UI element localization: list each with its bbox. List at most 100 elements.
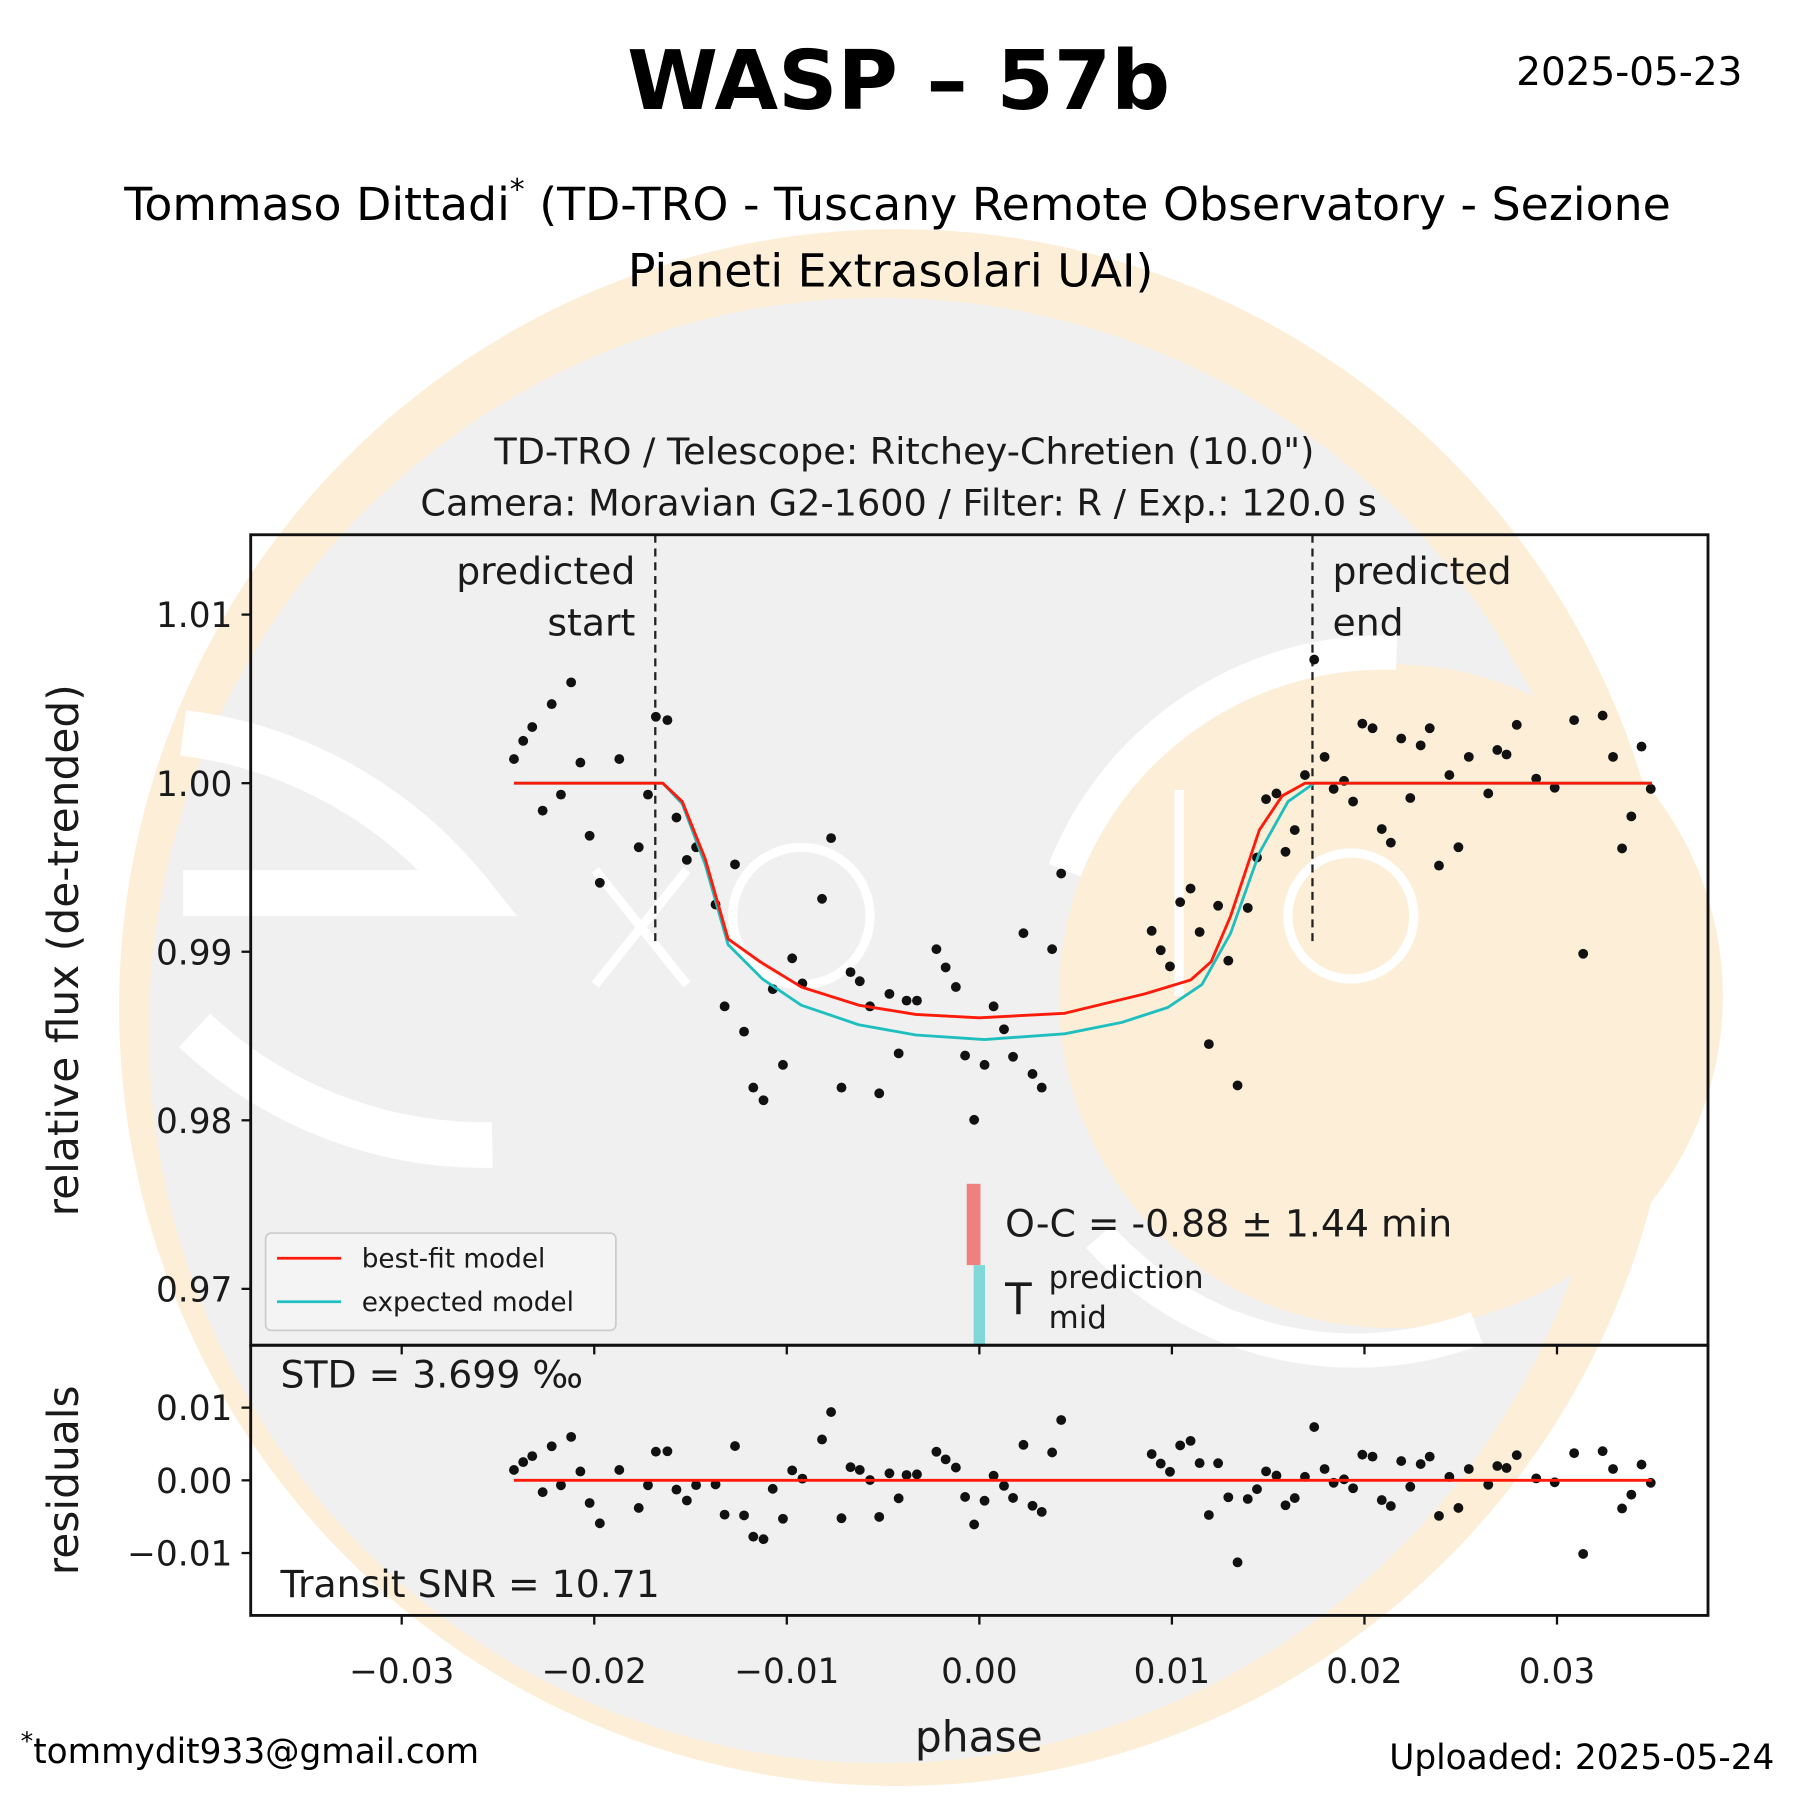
y-tick-label: 1.00 [156, 765, 232, 805]
data-point [1636, 741, 1647, 752]
data-point [1165, 961, 1175, 972]
predicted-start-label-1: predicted [456, 549, 635, 593]
data-point [1357, 718, 1368, 729]
residual-point [1385, 1501, 1396, 1511]
main-plot [509, 534, 1656, 1346]
email-mark: * [21, 1726, 34, 1755]
oc-bar [966, 1183, 981, 1266]
residual-y-tick-label: 0.01 [156, 1389, 232, 1429]
residual-point [719, 1509, 730, 1520]
residual-plot [509, 1407, 1656, 1568]
residual-point [1617, 1503, 1628, 1514]
residual-point [662, 1446, 673, 1457]
data-point [893, 1048, 904, 1059]
residual-point [1608, 1464, 1618, 1474]
residual-point [1453, 1503, 1464, 1513]
x-tick-label: 0.01 [1134, 1652, 1210, 1692]
data-point [1203, 1039, 1214, 1050]
data-point [584, 830, 595, 841]
residual-point [950, 1462, 961, 1473]
residual-point [633, 1503, 644, 1513]
data-point [1242, 902, 1253, 913]
data-point [836, 1082, 847, 1093]
residual-point [1434, 1510, 1444, 1521]
data-point [681, 854, 692, 865]
residual-point [1232, 1557, 1243, 1568]
x-axis-label: phase [915, 1713, 1043, 1762]
data-point [537, 805, 548, 816]
data-point [940, 962, 951, 973]
residual-point [566, 1431, 577, 1442]
residual-point [1492, 1461, 1503, 1471]
x-tick-label: −0.01 [734, 1652, 839, 1692]
observer-line1: Tommaso Dittadi* (TD-TRO - Tuscany Remot… [123, 172, 1671, 231]
data-point [1376, 824, 1387, 834]
data-point [1146, 925, 1157, 936]
residual-point [1242, 1494, 1253, 1504]
tmid-superscript: prediction [1049, 1260, 1204, 1296]
y-axis-label: relative flux (de-trended) [39, 684, 88, 1216]
predicted-end-label-2: end [1333, 600, 1404, 644]
data-point [556, 789, 566, 800]
residual-point [854, 1465, 865, 1475]
data-point [1415, 740, 1426, 751]
residual-point [1223, 1492, 1234, 1503]
data-point [566, 677, 577, 688]
data-point [1018, 928, 1029, 939]
residual-point [1165, 1466, 1175, 1477]
residual-point [1309, 1422, 1320, 1432]
residual-point [1213, 1458, 1224, 1469]
chart-title-line2: Camera: Moravian G2-1600 / Filter: R / E… [420, 481, 1376, 524]
data-point [1155, 945, 1166, 956]
y-tick-label: 0.97 [156, 1270, 232, 1310]
residual-point [1261, 1466, 1271, 1477]
residual-point [1008, 1492, 1018, 1503]
residual-point [509, 1465, 519, 1475]
residual-point [1597, 1446, 1608, 1457]
residual-point [893, 1493, 904, 1504]
residual-point [758, 1534, 769, 1545]
observation-date: 2025-05-23 [1516, 50, 1742, 95]
residual-point [710, 1479, 721, 1490]
data-point [748, 1082, 759, 1093]
residual-point [1636, 1459, 1647, 1470]
data-point [1385, 837, 1396, 848]
data-point [739, 1026, 749, 1037]
residual-point [1047, 1447, 1058, 1458]
residual-y-axis-label: residuals [39, 1385, 88, 1575]
data-point [1483, 788, 1494, 799]
residual-point [691, 1480, 702, 1491]
residual-point [940, 1454, 951, 1465]
data-point [979, 1059, 990, 1070]
residual-point [1483, 1479, 1494, 1490]
data-point [575, 757, 586, 768]
residual-point [1396, 1456, 1407, 1466]
data-point [1463, 751, 1474, 762]
data-point [1309, 654, 1320, 665]
data-point [1492, 745, 1503, 755]
data-point [1608, 751, 1618, 762]
data-point [826, 833, 837, 844]
data-point [787, 953, 798, 964]
residual-point [1252, 1484, 1262, 1495]
data-point [719, 1001, 730, 1012]
data-point [1194, 927, 1205, 937]
residual-y-tick-label: 0.00 [156, 1462, 232, 1502]
legend-label-expected: expected model [362, 1288, 574, 1318]
page-title: WASP – 57b [627, 33, 1170, 129]
chart-title-line1: TD-TRO / Telescope: Ritchey-Chretien (10… [493, 430, 1314, 473]
residual-point [1376, 1495, 1387, 1506]
observer-name: Tommaso Dittadi [123, 177, 510, 231]
data-point [1453, 842, 1464, 853]
data-point [988, 1001, 999, 1012]
data-point [1175, 897, 1186, 908]
oc-annotation: O-C = -0.88 ± 1.44 min [1005, 1201, 1452, 1245]
residual-point [1415, 1459, 1426, 1469]
data-point [758, 1095, 769, 1106]
residual-point [1289, 1493, 1300, 1503]
legend-label-best-fit: best-fit model [362, 1244, 546, 1274]
residual-point [874, 1511, 885, 1522]
residual-point [1018, 1439, 1029, 1450]
residual-point [960, 1492, 971, 1502]
data-point [518, 735, 529, 746]
